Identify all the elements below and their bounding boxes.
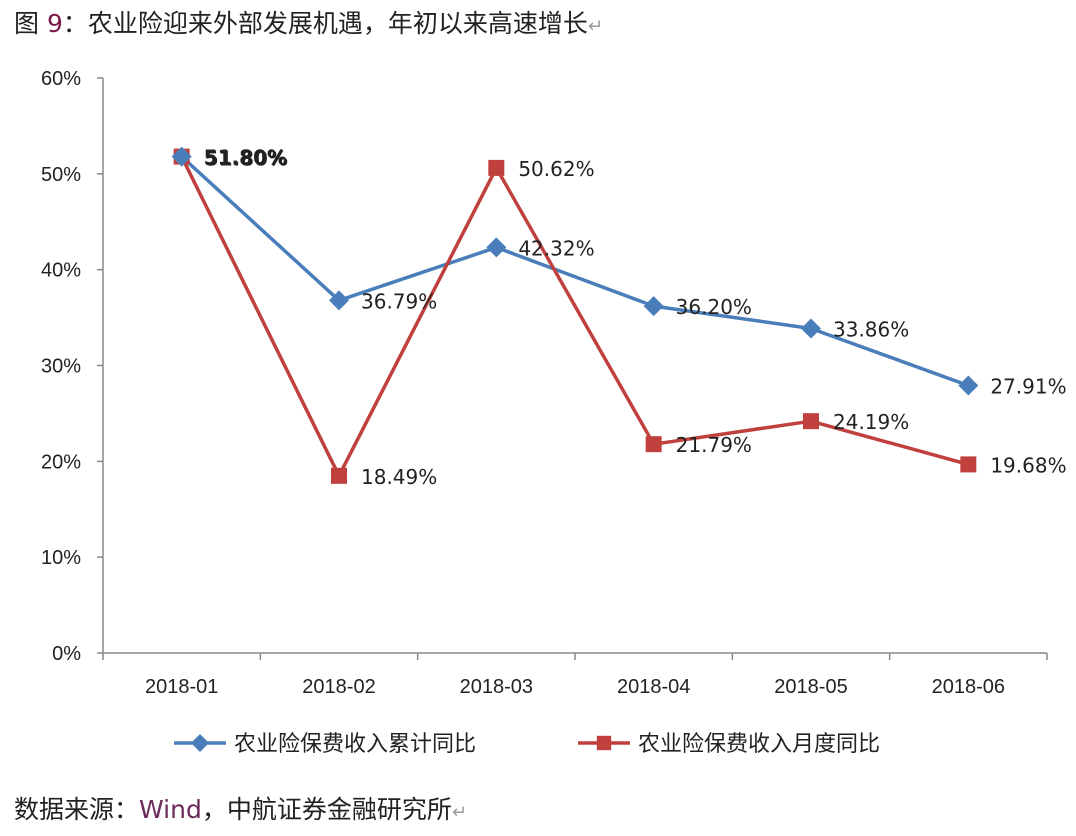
figure-title-text: ：农业险迎来外部发展机遇，年初以来高速增长	[62, 9, 588, 38]
series-monthly-data-label: 19.68%	[990, 453, 1066, 477]
series-monthly-point	[960, 456, 977, 473]
series-monthly-point	[803, 413, 819, 430]
return-mark-icon: ↵	[451, 802, 467, 823]
source-wind: Wind	[139, 795, 202, 824]
legend-cumulative-label: 农业险保费收入累计同比	[234, 732, 476, 757]
y-tick-label: 50%	[41, 164, 81, 186]
x-tick-label: 2018-06	[932, 676, 1005, 698]
series-cumulative-data-label: 27.91%	[990, 375, 1066, 399]
series-cumulative-point	[958, 375, 979, 396]
series-cumulative-data-label: 51.80%	[204, 146, 287, 170]
series-cumulative-data-label: 42.32%	[518, 236, 594, 260]
series-monthly-point	[331, 467, 347, 484]
data-source-note: 数据来源：Wind，中航证券金融研究所↵	[14, 792, 467, 831]
legend-cumulative-marker	[191, 734, 209, 752]
y-tick-label: 10%	[41, 547, 81, 569]
series-cumulative-point	[801, 318, 821, 339]
series-cumulative-data-label: 36.20%	[676, 295, 752, 319]
series-cumulative-line	[180, 155, 969, 388]
return-mark-icon: ↵	[587, 16, 603, 37]
series-monthly-line	[180, 155, 969, 478]
series-monthly-point	[645, 436, 662, 453]
series-monthly-data-label: 51.80%	[205, 147, 288, 171]
figure-number: 9	[46, 9, 63, 38]
series-cumulative-data-label: 33.86%	[833, 318, 909, 342]
source-text: ，中航证券金融研究所	[201, 795, 452, 824]
series-cumulative-point	[171, 146, 192, 167]
legend-monthly-label: 农业险保费收入月度同比	[638, 732, 880, 757]
y-tick-label: 60%	[41, 68, 81, 90]
source-prefix: 数据来源：	[14, 795, 140, 824]
y-tick-label: 30%	[41, 356, 81, 378]
y-tick-label: 0%	[52, 643, 81, 665]
series-cumulative-data-label: 36.79%	[361, 289, 437, 313]
series-cumulative-point	[329, 290, 349, 311]
figure-title: 图 9：农业险迎来外部发展机遇，年初以来高速增长↵	[14, 6, 603, 45]
x-tick-label: 2018-04	[617, 676, 690, 698]
series-cumulative-point	[486, 237, 507, 258]
legend-monthly-marker	[596, 735, 612, 751]
series-monthly-data-label: 21.79%	[676, 433, 752, 457]
y-tick-label: 20%	[41, 451, 81, 473]
figure-title-prefix: 图	[14, 9, 47, 38]
series-monthly-data-label: 18.49%	[361, 465, 437, 489]
x-tick-label: 2018-01	[145, 676, 218, 698]
y-tick-label: 40%	[41, 260, 81, 282]
series-monthly-data-label: 50.62%	[518, 157, 594, 181]
series-monthly-point	[488, 159, 505, 176]
series-cumulative-point	[643, 296, 664, 317]
x-tick-label: 2018-03	[460, 676, 533, 698]
x-tick-label: 2018-05	[774, 676, 847, 698]
series-monthly-data-label: 24.19%	[833, 410, 909, 434]
x-tick-label: 2018-02	[302, 676, 375, 698]
